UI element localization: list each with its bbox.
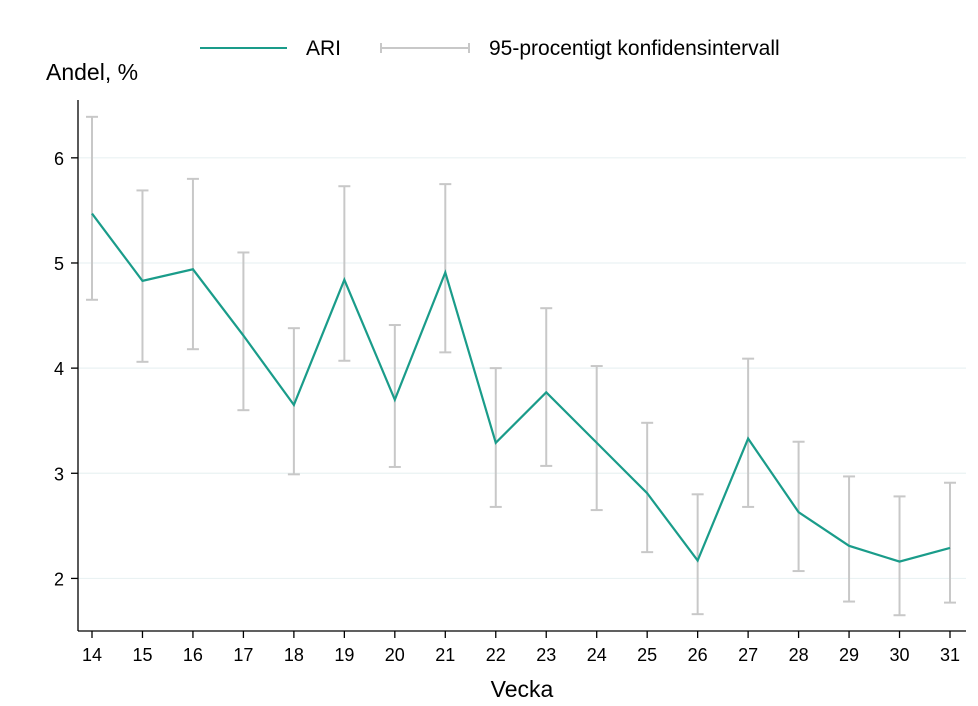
x-tick-label-22: 22 bbox=[486, 645, 506, 665]
x-tick-label-30: 30 bbox=[890, 645, 910, 665]
legend-ci-swatch bbox=[380, 43, 470, 53]
ci-bar-19 bbox=[338, 185, 351, 362]
y-tick-label-4: 4 bbox=[54, 359, 64, 379]
ci-bar-25 bbox=[641, 421, 654, 554]
ci-bar-21 bbox=[439, 183, 452, 354]
x-tick-label-19: 19 bbox=[334, 645, 354, 665]
x-tick-label-21: 21 bbox=[435, 645, 455, 665]
x-axis-ticks: 14 15 16 17 18 19 20 21 22 23 24 25 26 27 28 29 30 31 bbox=[82, 631, 960, 665]
x-tick-label-17: 17 bbox=[233, 645, 253, 665]
legend-ari-label: ARI bbox=[306, 37, 341, 60]
ci-bar-15 bbox=[136, 189, 149, 363]
ci-bar-27 bbox=[742, 357, 755, 508]
x-tick-label-14: 14 bbox=[82, 645, 102, 665]
x-tick-label-31: 31 bbox=[940, 645, 960, 665]
x-tick-label-23: 23 bbox=[536, 645, 556, 665]
ari-line bbox=[91, 212, 951, 563]
ci-bar-30 bbox=[893, 495, 906, 617]
ci-bar-29 bbox=[843, 475, 856, 603]
x-tick-label-20: 20 bbox=[385, 645, 405, 665]
ci-bar-31 bbox=[944, 481, 956, 604]
legend-ci-label: 95-procentigt konfidensintervall bbox=[489, 37, 780, 60]
y-tick-label-3: 3 bbox=[54, 464, 64, 484]
x-tick-label-27: 27 bbox=[738, 645, 758, 665]
ci-bar-16 bbox=[186, 177, 199, 351]
y-tick-label-5: 5 bbox=[54, 254, 64, 274]
x-axis-title: Vecka bbox=[491, 676, 554, 702]
ari-series bbox=[91, 212, 951, 563]
gridlines bbox=[78, 157, 966, 580]
y-axis-title: Andel, % bbox=[46, 59, 138, 85]
ci-bar-17 bbox=[237, 251, 250, 412]
y-tick-label-2: 2 bbox=[54, 569, 64, 589]
x-tick-label-25: 25 bbox=[637, 645, 657, 665]
ci-bar-22 bbox=[489, 367, 502, 508]
ci-bar-20 bbox=[388, 324, 401, 468]
ci-bar-23 bbox=[540, 307, 553, 467]
ci-bar-24 bbox=[590, 365, 603, 512]
ci-bar-18 bbox=[287, 327, 300, 476]
ci-bar-28 bbox=[792, 440, 805, 573]
x-tick-label-24: 24 bbox=[587, 645, 607, 665]
confidence-interval-bars bbox=[86, 115, 956, 617]
y-axis-ticks: 2 3 4 5 6 bbox=[54, 149, 78, 589]
y-tick-label-6: 6 bbox=[54, 149, 64, 169]
x-tick-label-15: 15 bbox=[132, 645, 152, 665]
x-tick-label-18: 18 bbox=[284, 645, 304, 665]
legend: ARI 95-procentigt konfidensintervall bbox=[200, 37, 780, 60]
ci-bar-14 bbox=[86, 115, 98, 301]
x-tick-label-29: 29 bbox=[839, 645, 859, 665]
x-tick-label-28: 28 bbox=[789, 645, 809, 665]
ci-bar-26 bbox=[691, 493, 704, 616]
x-tick-label-16: 16 bbox=[183, 645, 203, 665]
x-tick-label-26: 26 bbox=[688, 645, 708, 665]
axes bbox=[77, 100, 966, 632]
